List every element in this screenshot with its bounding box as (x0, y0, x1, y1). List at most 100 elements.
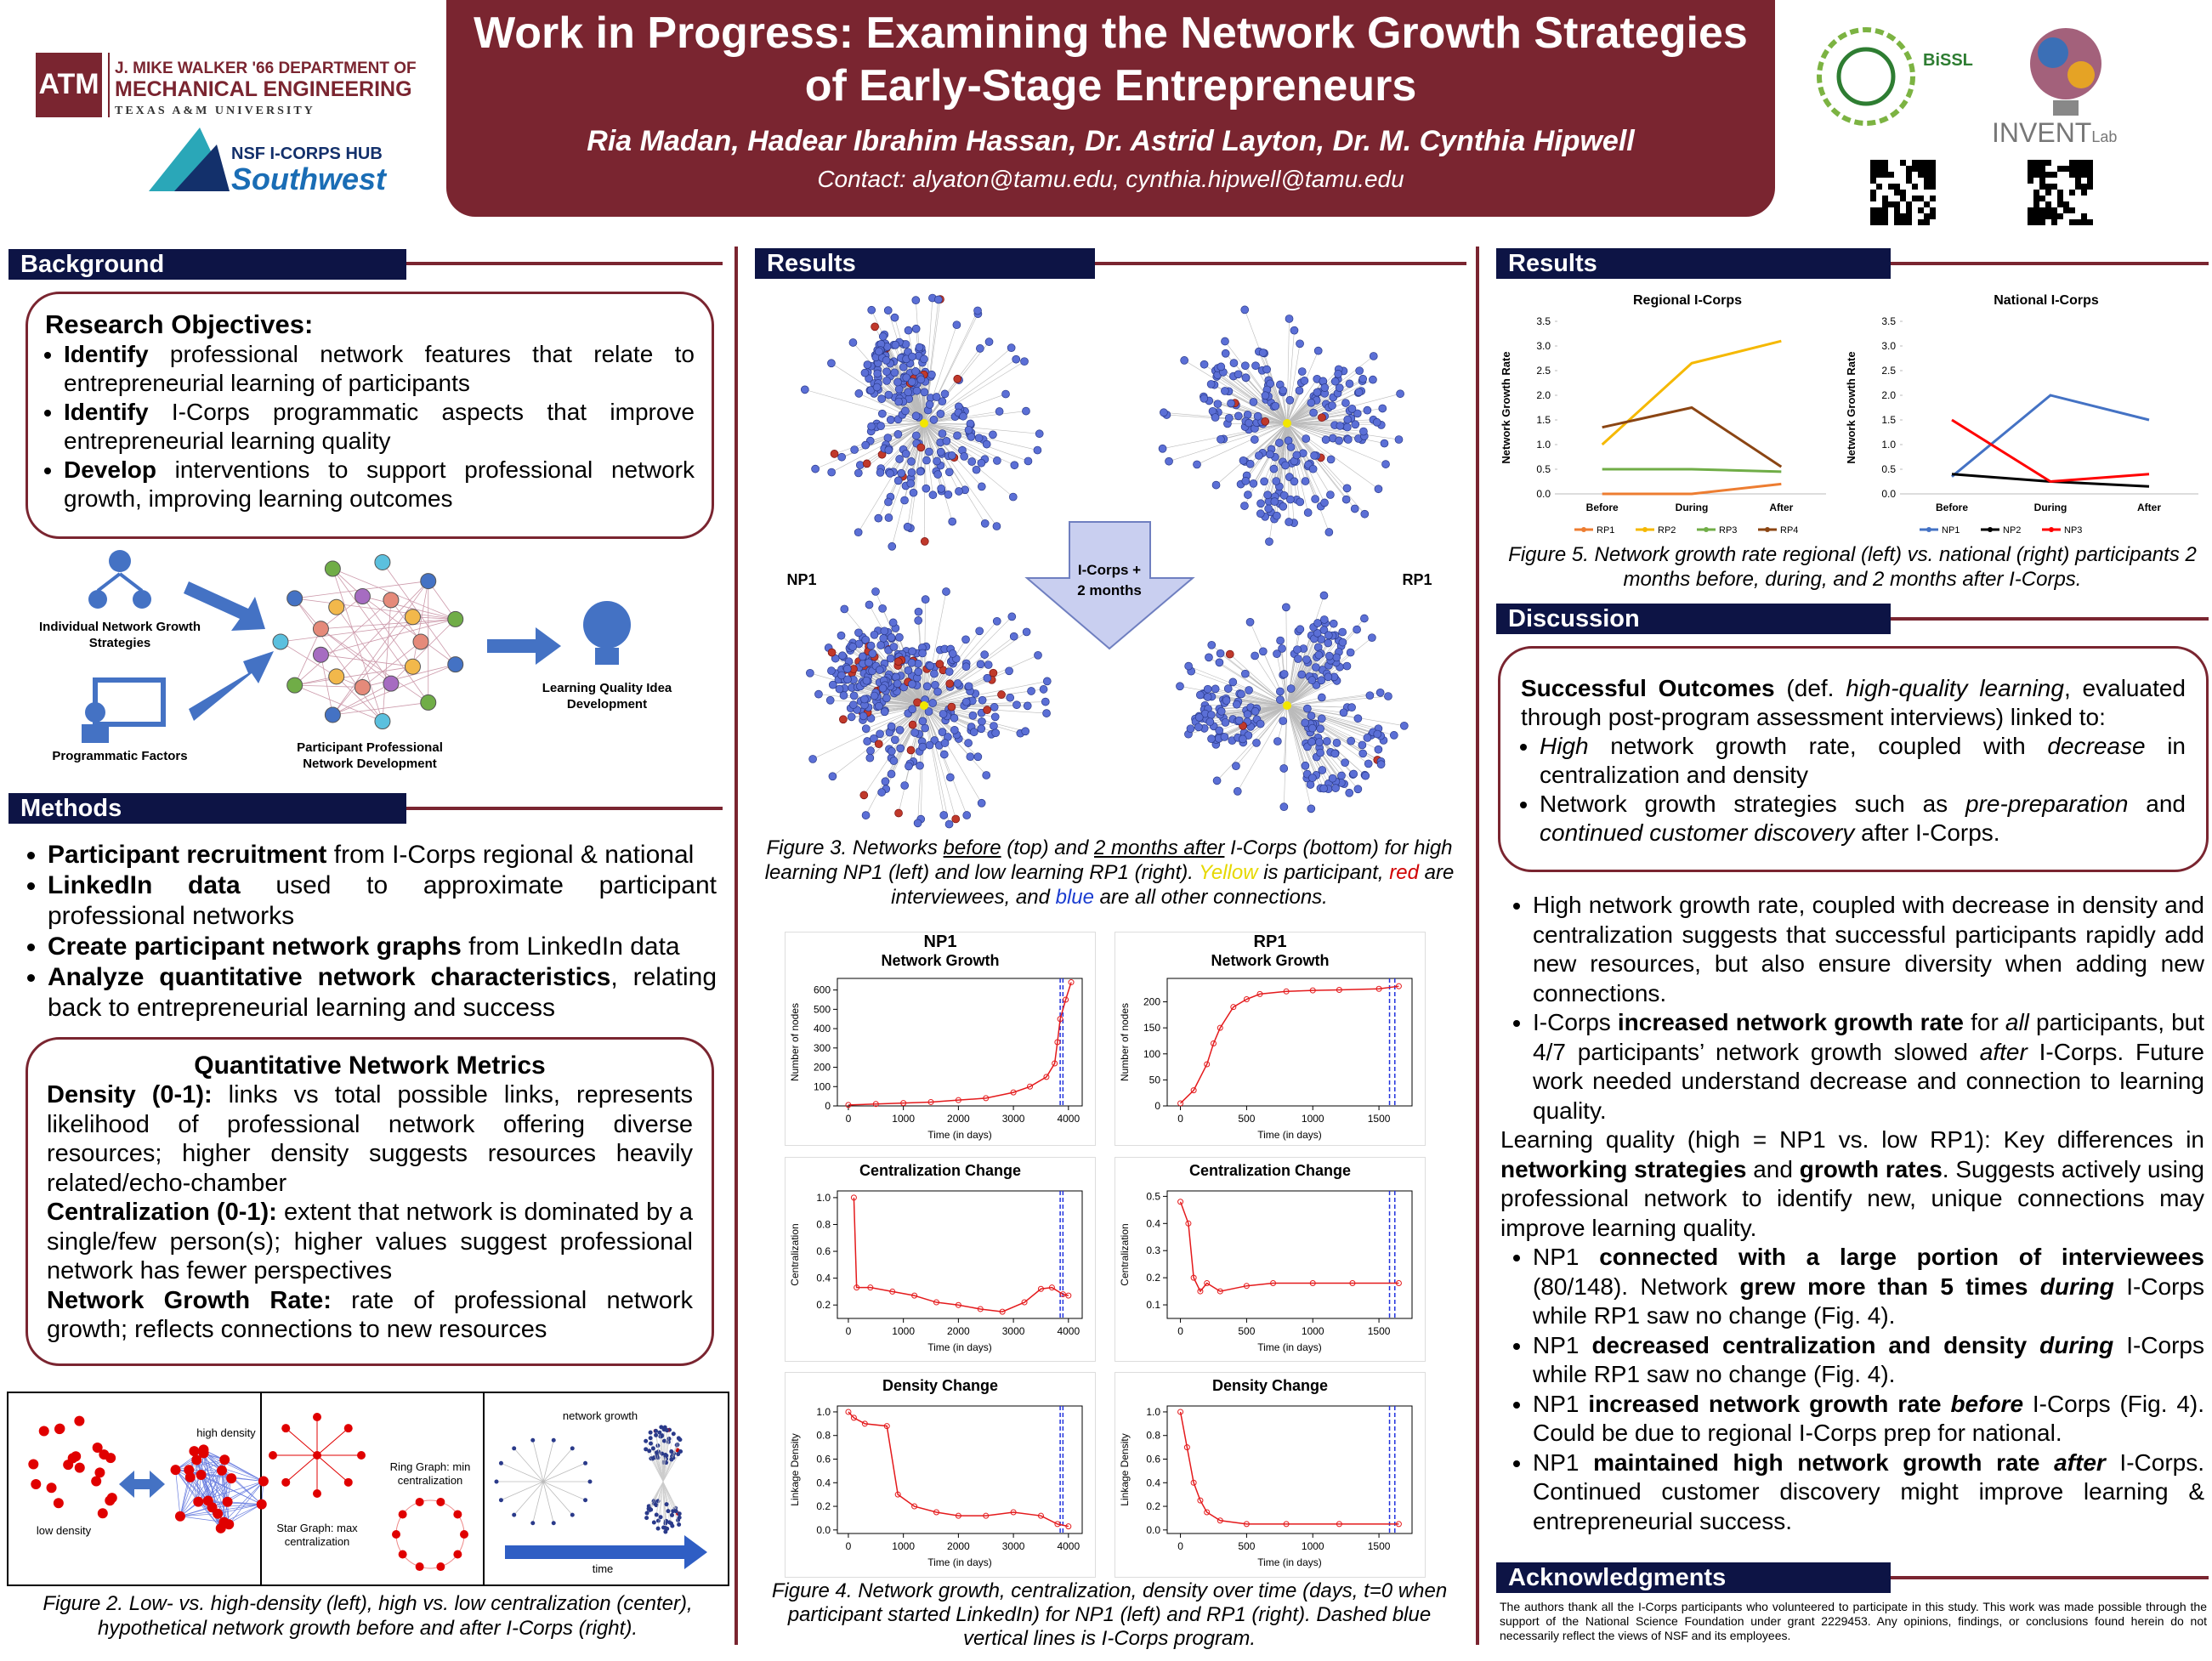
network-node (828, 772, 837, 781)
network-node (875, 666, 884, 674)
network-node (888, 618, 898, 627)
data-point (911, 1503, 918, 1510)
metrics-box: Quantitative Network Metrics Density (0-… (26, 1037, 714, 1366)
network-node (669, 1448, 674, 1454)
network-node (651, 1520, 656, 1525)
network-node (880, 707, 889, 717)
network-node (865, 600, 874, 609)
network-node (258, 1476, 269, 1487)
network-node (398, 1510, 407, 1519)
network-node (655, 1518, 661, 1523)
legend-label: RP3 (1719, 525, 1737, 536)
network-node (1312, 663, 1320, 672)
network-node (944, 468, 954, 477)
network-edge (513, 1481, 544, 1516)
network-node (827, 359, 836, 368)
network-edge (1286, 422, 1331, 496)
text-run: NP1 (1533, 1244, 1600, 1270)
legend-swatch (2049, 527, 2054, 532)
network-node (420, 573, 437, 590)
data-point (1395, 1280, 1402, 1287)
network-node (1295, 386, 1304, 395)
network-edge (1286, 705, 1369, 764)
section-heading: Acknowledgments (1496, 1562, 1891, 1593)
network-edge (923, 649, 951, 706)
x-tick-label: 3000 (1002, 1540, 1025, 1552)
network-node (913, 698, 922, 707)
network-node (915, 343, 924, 352)
network-edge (662, 1481, 680, 1514)
network-node (647, 1448, 652, 1454)
qr-cell (2057, 213, 2063, 219)
network-edge (1286, 705, 1368, 739)
network-edge (1285, 607, 1288, 706)
qr-cell (1870, 213, 1876, 219)
network-node (978, 695, 987, 705)
network-node (219, 1454, 230, 1465)
network-edge (923, 422, 972, 434)
panel-header: NP1 (924, 933, 957, 951)
network-edge (285, 1454, 318, 1483)
qr-cell (1900, 190, 1906, 196)
network-node (977, 724, 986, 734)
network-node (1329, 619, 1338, 628)
network-edge (179, 1516, 224, 1522)
network-edge (834, 422, 925, 455)
network-node (1245, 686, 1253, 694)
qr-cell (2081, 166, 2087, 172)
network-node (587, 1479, 593, 1484)
data-point (1190, 1087, 1197, 1094)
legend-label: NP2 (2003, 525, 2021, 536)
time-series-panel: Density Change 0 1000 2000 3000 4000 0.0 0.2 0.4… (785, 1372, 1096, 1578)
network-node (1300, 377, 1309, 385)
network-edge (218, 1504, 262, 1515)
network-node (97, 1508, 108, 1519)
qr-cell (1870, 166, 1876, 172)
network-edge (1262, 352, 1288, 424)
text-run: high-quality learning (1846, 675, 2064, 701)
figure-caption: Figure 3. Networks before (top) and 2 mo… (757, 836, 1462, 910)
network-edge (196, 1460, 199, 1502)
network-node (944, 819, 954, 829)
y-tick-label: 0.4 (1146, 1477, 1160, 1488)
network-node (945, 773, 955, 782)
network-node (854, 468, 863, 478)
network-node (953, 374, 962, 383)
network-node (1315, 738, 1324, 746)
network-edge (320, 618, 456, 630)
network-edge (923, 705, 982, 803)
network-node (908, 647, 916, 656)
network-node (1316, 748, 1324, 757)
network-edge (542, 1440, 554, 1482)
network-node (1005, 666, 1013, 676)
legend-swatch (1765, 527, 1770, 532)
x-tick-label: 1500 (1368, 1540, 1391, 1552)
network-edge (649, 1481, 664, 1509)
qr-cell (1876, 172, 1882, 178)
network-node (1286, 495, 1295, 504)
qr-cell (1924, 160, 1930, 166)
network-node (901, 449, 910, 458)
network-node (343, 1477, 353, 1487)
y-tick-label: 0.5 (1146, 1190, 1160, 1202)
network-node (1165, 456, 1173, 466)
network-node (1227, 399, 1235, 408)
qr-cell (1888, 184, 1894, 190)
network-edge (1286, 705, 1378, 734)
network-node (961, 635, 970, 644)
qr-cell (2028, 160, 2033, 166)
network-node (884, 445, 893, 455)
network-edge (175, 1470, 181, 1516)
text-run: maintained high network growth rate (1593, 1448, 2055, 1476)
atm-logo-text: ATM (38, 68, 99, 100)
network-node (916, 443, 926, 452)
network-node (1213, 400, 1222, 409)
network-node (324, 560, 341, 577)
network-center (1283, 419, 1291, 428)
x-tick-label: 2000 (947, 1540, 970, 1552)
network-node (392, 1530, 400, 1539)
network-node (1006, 693, 1015, 702)
network-node (966, 752, 975, 762)
network-node (908, 352, 916, 361)
network-node (960, 452, 968, 461)
